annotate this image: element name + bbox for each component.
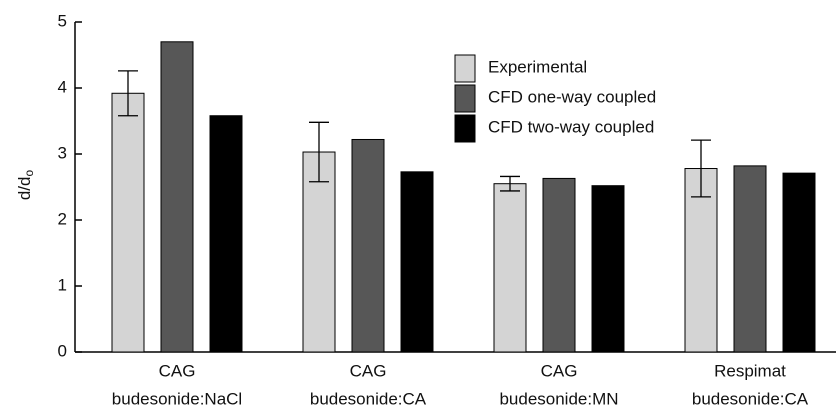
y-tick-label: 2 [58, 209, 67, 228]
bar [542, 177, 576, 353]
error-bar [691, 139, 711, 198]
legend-label: CFD two-way coupled [488, 117, 654, 136]
legend-swatch [454, 114, 476, 143]
bar [400, 171, 434, 353]
y-tick-label: 4 [58, 77, 67, 96]
x-tick-label: budesonide:MN [499, 389, 618, 408]
y-tick-label: 5 [58, 11, 67, 30]
bar [684, 168, 718, 353]
bar [209, 115, 243, 353]
y-tick-label: 3 [58, 143, 67, 162]
y-label-main: d/d [15, 177, 34, 201]
x-tick-label: Respimat [714, 361, 786, 380]
legend-swatch [454, 84, 476, 113]
legend-swatch [454, 54, 476, 83]
error-bar [500, 175, 520, 192]
x-tick-label: budesonide:NaCl [112, 389, 242, 408]
x-tick-label: CAG [159, 361, 196, 380]
y-axis-label: d/do [15, 170, 36, 201]
legend-label: CFD one-way coupled [488, 87, 656, 106]
legend-label: Experimental [488, 57, 587, 76]
bar [351, 138, 385, 353]
x-tick-label: CAG [350, 361, 387, 380]
x-tick-label: budesonide:CA [310, 389, 427, 408]
bar [493, 183, 527, 353]
error-bar [309, 121, 329, 183]
bar [160, 41, 194, 353]
y-tick-label: 0 [58, 341, 67, 360]
y-label-subscript: o [22, 170, 36, 177]
x-tick-label: CAG [541, 361, 578, 380]
x-tick-label: budesonide:CA [692, 389, 809, 408]
bar [782, 172, 816, 353]
error-bar [118, 70, 138, 117]
bar [733, 165, 767, 353]
bar [111, 92, 145, 353]
y-tick-label: 1 [58, 275, 67, 294]
bar [302, 151, 336, 353]
bar [591, 185, 625, 353]
